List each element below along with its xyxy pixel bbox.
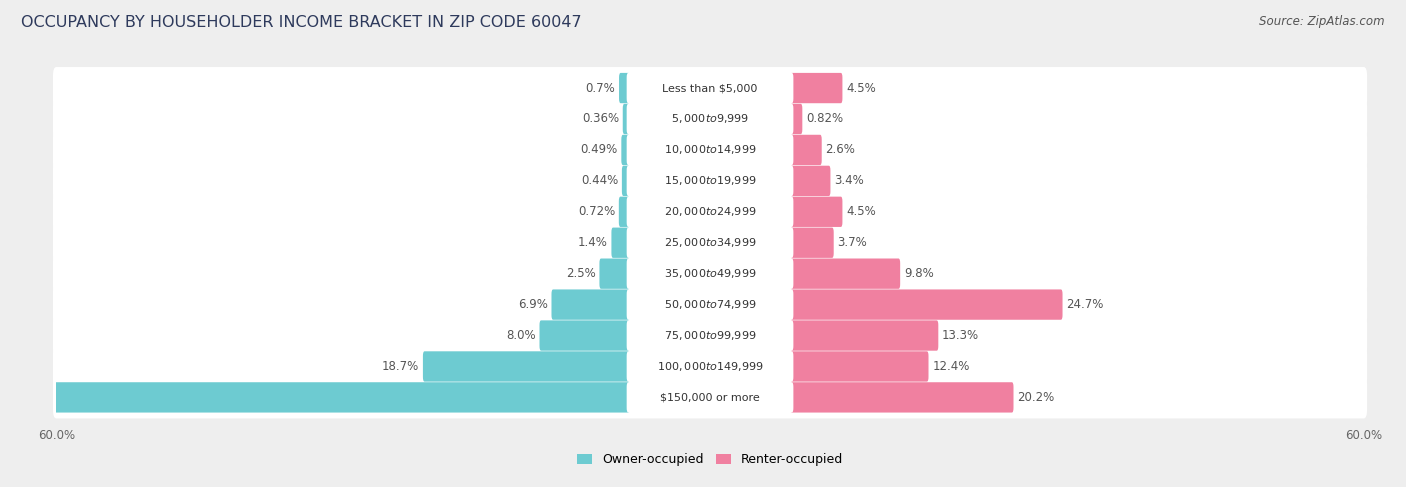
FancyBboxPatch shape <box>53 129 1367 171</box>
FancyBboxPatch shape <box>619 73 630 103</box>
Text: 2.6%: 2.6% <box>825 144 855 156</box>
FancyBboxPatch shape <box>790 320 938 351</box>
Text: 0.7%: 0.7% <box>585 81 616 94</box>
Text: 0.44%: 0.44% <box>581 174 619 187</box>
Text: $50,000 to $74,999: $50,000 to $74,999 <box>664 298 756 311</box>
Text: 12.4%: 12.4% <box>932 360 970 373</box>
Text: 6.9%: 6.9% <box>517 298 548 311</box>
FancyBboxPatch shape <box>790 166 831 196</box>
FancyBboxPatch shape <box>790 227 834 258</box>
FancyBboxPatch shape <box>790 382 1014 412</box>
FancyBboxPatch shape <box>53 160 1367 202</box>
Text: $100,000 to $149,999: $100,000 to $149,999 <box>657 360 763 373</box>
Text: $5,000 to $9,999: $5,000 to $9,999 <box>671 112 749 126</box>
Text: 9.8%: 9.8% <box>904 267 934 280</box>
FancyBboxPatch shape <box>621 135 630 165</box>
Text: Source: ZipAtlas.com: Source: ZipAtlas.com <box>1260 15 1385 28</box>
FancyBboxPatch shape <box>627 166 793 196</box>
Text: 0.72%: 0.72% <box>578 206 614 218</box>
FancyBboxPatch shape <box>790 259 900 289</box>
Text: 1.4%: 1.4% <box>578 236 607 249</box>
Text: OCCUPANCY BY HOUSEHOLDER INCOME BRACKET IN ZIP CODE 60047: OCCUPANCY BY HOUSEHOLDER INCOME BRACKET … <box>21 15 582 30</box>
Text: 13.3%: 13.3% <box>942 329 979 342</box>
Text: 3.4%: 3.4% <box>834 174 865 187</box>
FancyBboxPatch shape <box>627 289 793 320</box>
FancyBboxPatch shape <box>790 104 803 134</box>
FancyBboxPatch shape <box>627 73 793 103</box>
FancyBboxPatch shape <box>623 104 630 134</box>
Text: 20.2%: 20.2% <box>1018 391 1054 404</box>
FancyBboxPatch shape <box>53 315 1367 356</box>
FancyBboxPatch shape <box>540 320 630 351</box>
Text: 0.49%: 0.49% <box>581 144 617 156</box>
FancyBboxPatch shape <box>0 382 630 412</box>
FancyBboxPatch shape <box>627 197 793 227</box>
FancyBboxPatch shape <box>551 289 630 320</box>
Text: 18.7%: 18.7% <box>382 360 419 373</box>
Text: 4.5%: 4.5% <box>846 81 876 94</box>
FancyBboxPatch shape <box>790 135 821 165</box>
Text: $25,000 to $34,999: $25,000 to $34,999 <box>664 236 756 249</box>
FancyBboxPatch shape <box>790 289 1063 320</box>
Text: $35,000 to $49,999: $35,000 to $49,999 <box>664 267 756 280</box>
Text: 0.82%: 0.82% <box>806 112 844 126</box>
Text: 0.36%: 0.36% <box>582 112 619 126</box>
Legend: Owner-occupied, Renter-occupied: Owner-occupied, Renter-occupied <box>572 449 848 471</box>
FancyBboxPatch shape <box>53 67 1367 109</box>
FancyBboxPatch shape <box>627 382 793 412</box>
FancyBboxPatch shape <box>599 259 630 289</box>
Text: $20,000 to $24,999: $20,000 to $24,999 <box>664 206 756 218</box>
Text: 2.5%: 2.5% <box>565 267 596 280</box>
FancyBboxPatch shape <box>627 104 793 134</box>
Text: $10,000 to $14,999: $10,000 to $14,999 <box>664 144 756 156</box>
FancyBboxPatch shape <box>790 351 928 382</box>
Text: 3.7%: 3.7% <box>838 236 868 249</box>
FancyBboxPatch shape <box>627 320 793 351</box>
Text: $15,000 to $19,999: $15,000 to $19,999 <box>664 174 756 187</box>
FancyBboxPatch shape <box>612 227 630 258</box>
FancyBboxPatch shape <box>53 98 1367 140</box>
FancyBboxPatch shape <box>790 197 842 227</box>
FancyBboxPatch shape <box>790 73 842 103</box>
FancyBboxPatch shape <box>53 345 1367 388</box>
FancyBboxPatch shape <box>627 259 793 289</box>
Text: $75,000 to $99,999: $75,000 to $99,999 <box>664 329 756 342</box>
FancyBboxPatch shape <box>621 166 630 196</box>
Text: 24.7%: 24.7% <box>1066 298 1104 311</box>
FancyBboxPatch shape <box>53 191 1367 233</box>
FancyBboxPatch shape <box>627 351 793 382</box>
Text: 4.5%: 4.5% <box>846 206 876 218</box>
Text: $150,000 or more: $150,000 or more <box>661 393 759 402</box>
FancyBboxPatch shape <box>53 376 1367 418</box>
FancyBboxPatch shape <box>53 283 1367 326</box>
Text: Less than $5,000: Less than $5,000 <box>662 83 758 93</box>
FancyBboxPatch shape <box>627 135 793 165</box>
FancyBboxPatch shape <box>53 253 1367 295</box>
FancyBboxPatch shape <box>627 227 793 258</box>
Text: 8.0%: 8.0% <box>506 329 536 342</box>
FancyBboxPatch shape <box>53 222 1367 264</box>
FancyBboxPatch shape <box>619 197 630 227</box>
FancyBboxPatch shape <box>423 351 630 382</box>
